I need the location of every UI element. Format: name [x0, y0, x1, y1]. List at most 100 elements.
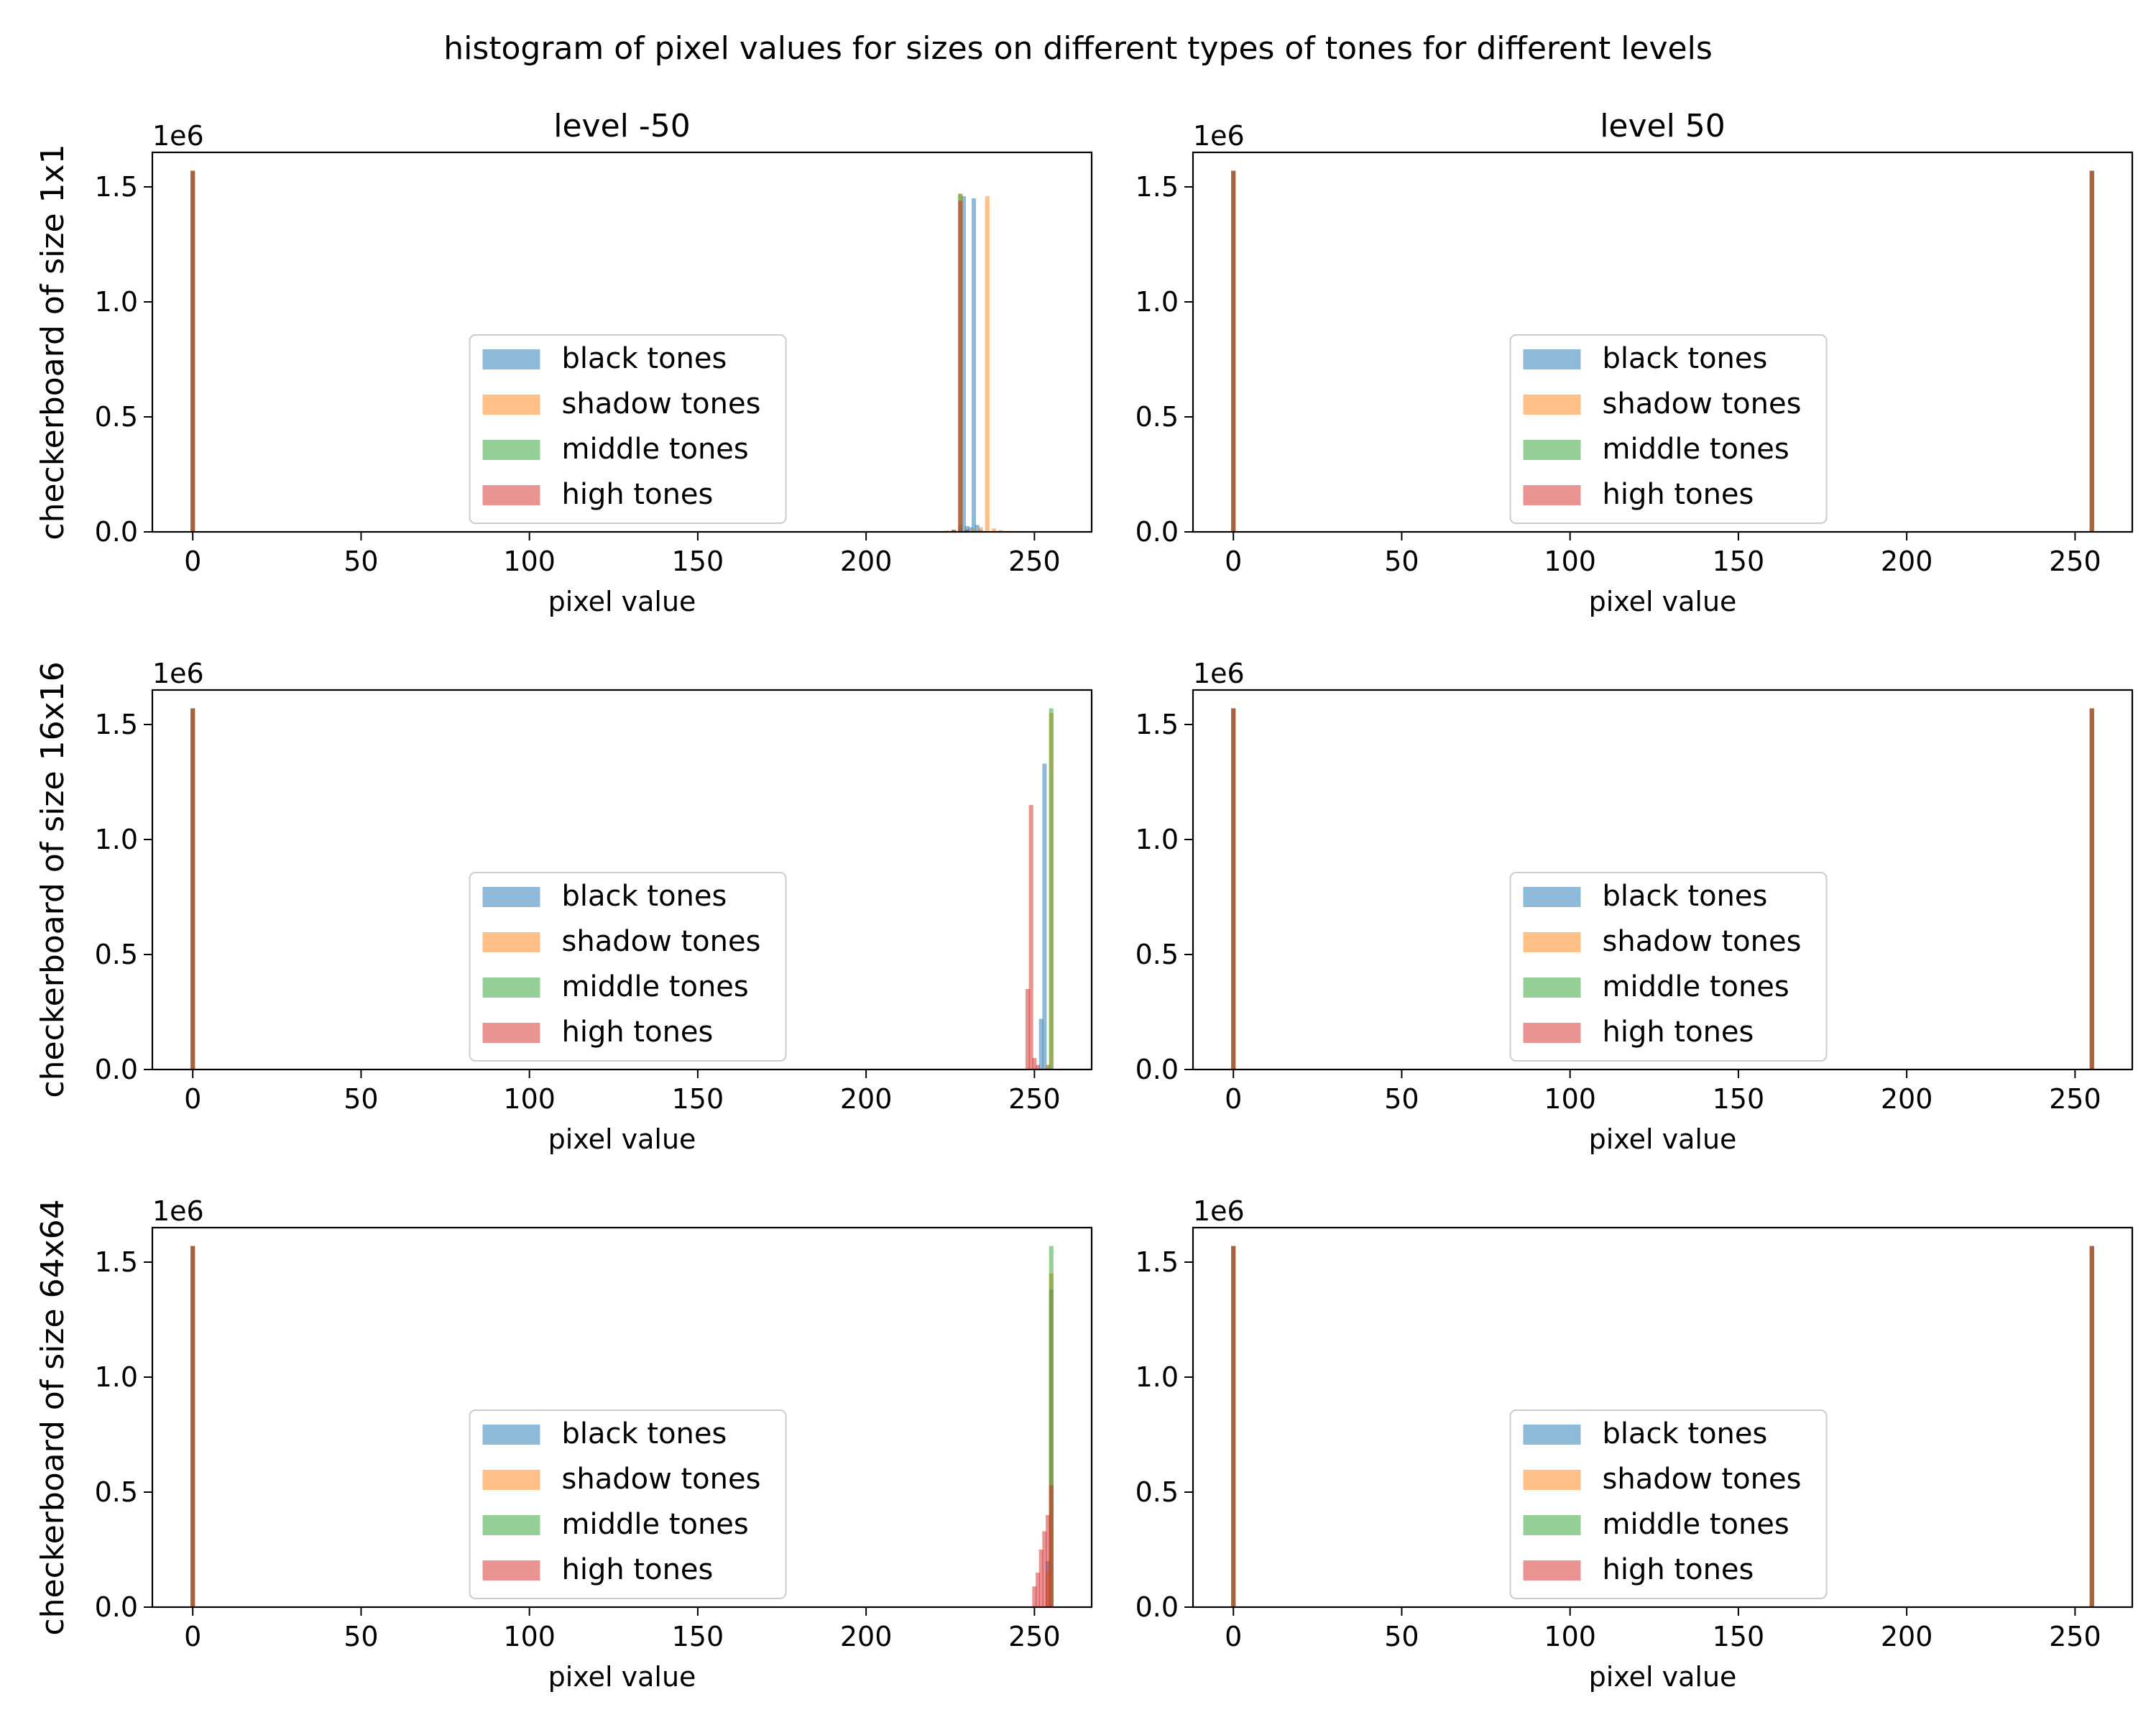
- legend-label: high tones: [1603, 1553, 1754, 1586]
- legend-label: high tones: [562, 1016, 714, 1049]
- legend-label: black tones: [1603, 342, 1768, 375]
- x-tick-label: 200: [1881, 546, 1933, 577]
- histogram-bar: [951, 529, 956, 532]
- subplot-title: level -50: [553, 108, 690, 144]
- legend-label: black tones: [1603, 880, 1768, 913]
- legend-label: black tones: [1603, 1417, 1768, 1450]
- legend: black tones shadow tones middle tones high …: [1509, 1409, 1828, 1599]
- y-tick-label: 1.0: [95, 824, 138, 855]
- y-tick-label: 1.0: [95, 286, 138, 318]
- histogram-bar: [992, 528, 997, 532]
- y-axis-label: checkerboard of size 16x16: [34, 661, 71, 1098]
- subplot-r0c1: 0 50 100 150 200 250 0.0 0.5 1.0 1.5 1e6 pixel valu…: [1135, 108, 2134, 617]
- histogram-bar: [971, 198, 977, 532]
- x-tick-label: 250: [1008, 1621, 1061, 1652]
- histogram-bar: [2089, 708, 2094, 1070]
- x-tick-label: 250: [2049, 1621, 2101, 1652]
- legend-label: shadow tones: [1603, 925, 1802, 958]
- legend-label: shadow tones: [562, 925, 761, 958]
- x-tick-label: 150: [1713, 546, 1765, 577]
- histogram-bar: [1231, 170, 1236, 532]
- subplot-r2c1: 0 50 100 150 200 250 0.0 0.5 1.0 1.5 1e6 pixel valu…: [1135, 1195, 2134, 1693]
- histogram-bar: [1032, 1586, 1037, 1607]
- y-axis-label: checkerboard of size 1x1: [34, 144, 71, 540]
- legend-swatch: [1523, 485, 1581, 505]
- y-offset-text: 1e6: [1193, 1195, 1245, 1227]
- y-offset-text: 1e6: [152, 1195, 204, 1227]
- histogram-bar: [190, 1246, 195, 1607]
- legend-label: shadow tones: [1603, 387, 1802, 420]
- legend-swatch: [482, 1470, 540, 1490]
- axes-frame: [151, 151, 1093, 533]
- legend-swatch: [1523, 1560, 1581, 1581]
- y-tick-label: 0.5: [95, 401, 138, 433]
- axes-frame: [1192, 1226, 2134, 1609]
- x-tick-label: 100: [1544, 1083, 1596, 1115]
- y-tick-label: 0.5: [1135, 401, 1179, 433]
- figure-title: histogram of pixel values for sizes on d…: [443, 30, 1713, 67]
- histogram-bar: [1038, 1550, 1044, 1607]
- subplot-r1c0: 0 50 100 150 200 250 0.0 0.5 1.0 1.5 1e6 pixel valu…: [34, 658, 1093, 1155]
- histogram-bar: [1025, 989, 1031, 1070]
- legend-swatch: [482, 887, 540, 907]
- x-tick-label: 100: [503, 1083, 556, 1115]
- x-tick-label: 0: [1225, 1621, 1242, 1652]
- x-axis-label: pixel value: [1589, 1123, 1737, 1155]
- y-tick-label: 0.0: [95, 1054, 138, 1085]
- histogram-bar: [2089, 1246, 2094, 1607]
- histogram-bar: [1036, 1573, 1041, 1607]
- legend-label: shadow tones: [562, 387, 761, 420]
- histogram-bar: [190, 170, 195, 532]
- histogram-bar: [1049, 708, 1054, 1070]
- histogram-bar: [2089, 170, 2094, 532]
- legend-box: [469, 334, 787, 524]
- subplot-grid: 0 50 100 150 200 250 0.0 0.5 1.0 1.5 1e6 pixel valu…: [34, 108, 2134, 1693]
- y-tick-label: 1.5: [1135, 709, 1179, 740]
- subplot-r1c1: 0 50 100 150 200 250 0.0 0.5 1.0 1.5 1e6 pixel valu…: [1135, 658, 2134, 1155]
- y-tick-label: 0.0: [1135, 516, 1179, 548]
- x-tick-label: 250: [1008, 1083, 1061, 1115]
- legend-swatch: [1523, 1470, 1581, 1490]
- x-tick-label: 50: [344, 1083, 378, 1115]
- legend-swatch: [1523, 440, 1581, 460]
- x-tick-label: 150: [672, 1621, 724, 1652]
- legend-label: middle tones: [562, 970, 749, 1003]
- histogram-bar: [1042, 1531, 1047, 1607]
- y-tick-label: 1.0: [1135, 824, 1179, 855]
- histogram-bar: [1028, 805, 1033, 1070]
- x-tick-label: 200: [1881, 1621, 1933, 1652]
- legend: black tones shadow tones middle tones high …: [1509, 334, 1828, 524]
- legend-box: [469, 1409, 787, 1599]
- x-tick-label: 150: [1713, 1621, 1765, 1652]
- y-tick-label: 0.0: [1135, 1591, 1179, 1623]
- histogram-bar: [968, 527, 973, 532]
- legend-box: [1509, 1409, 1828, 1599]
- x-axis-label: pixel value: [548, 1123, 696, 1155]
- axes-frame: [151, 1226, 1093, 1609]
- subplot-title: level 50: [1600, 108, 1726, 144]
- x-tick-label: 50: [344, 546, 378, 577]
- legend-label: middle tones: [1603, 1508, 1789, 1541]
- y-tick-label: 0.5: [95, 939, 138, 970]
- histogram-bar: [1231, 1246, 1236, 1607]
- x-tick-label: 50: [1384, 1083, 1419, 1115]
- x-tick-label: 200: [840, 1621, 893, 1652]
- legend-swatch: [1523, 1425, 1581, 1445]
- histogram-bar: [958, 201, 963, 532]
- subplot-r0c0: 0 50 100 150 200 250 0.0 0.5 1.0 1.5 1e6 pixel valu…: [34, 108, 1093, 617]
- subplot-r2c0: 0 50 100 150 200 250 0.0 0.5 1.0 1.5 1e6 pixel valu…: [34, 1195, 1093, 1693]
- legend-swatch: [1523, 1023, 1581, 1043]
- x-tick-label: 200: [1881, 1083, 1933, 1115]
- legend-label: black tones: [562, 342, 727, 375]
- histogram-bar: [1049, 1246, 1054, 1607]
- y-tick-label: 0.5: [1135, 1476, 1179, 1508]
- histogram-bar: [1042, 763, 1047, 1070]
- x-tick-label: 150: [672, 546, 724, 577]
- legend-swatch: [1523, 349, 1581, 369]
- histogram-bar: [961, 196, 967, 532]
- x-tick-label: 100: [503, 546, 556, 577]
- y-offset-text: 1e6: [1193, 120, 1245, 152]
- legend: black tones shadow tones middle tones high …: [469, 872, 787, 1062]
- histogram-bar: [975, 525, 980, 532]
- legend-label: black tones: [562, 1417, 727, 1450]
